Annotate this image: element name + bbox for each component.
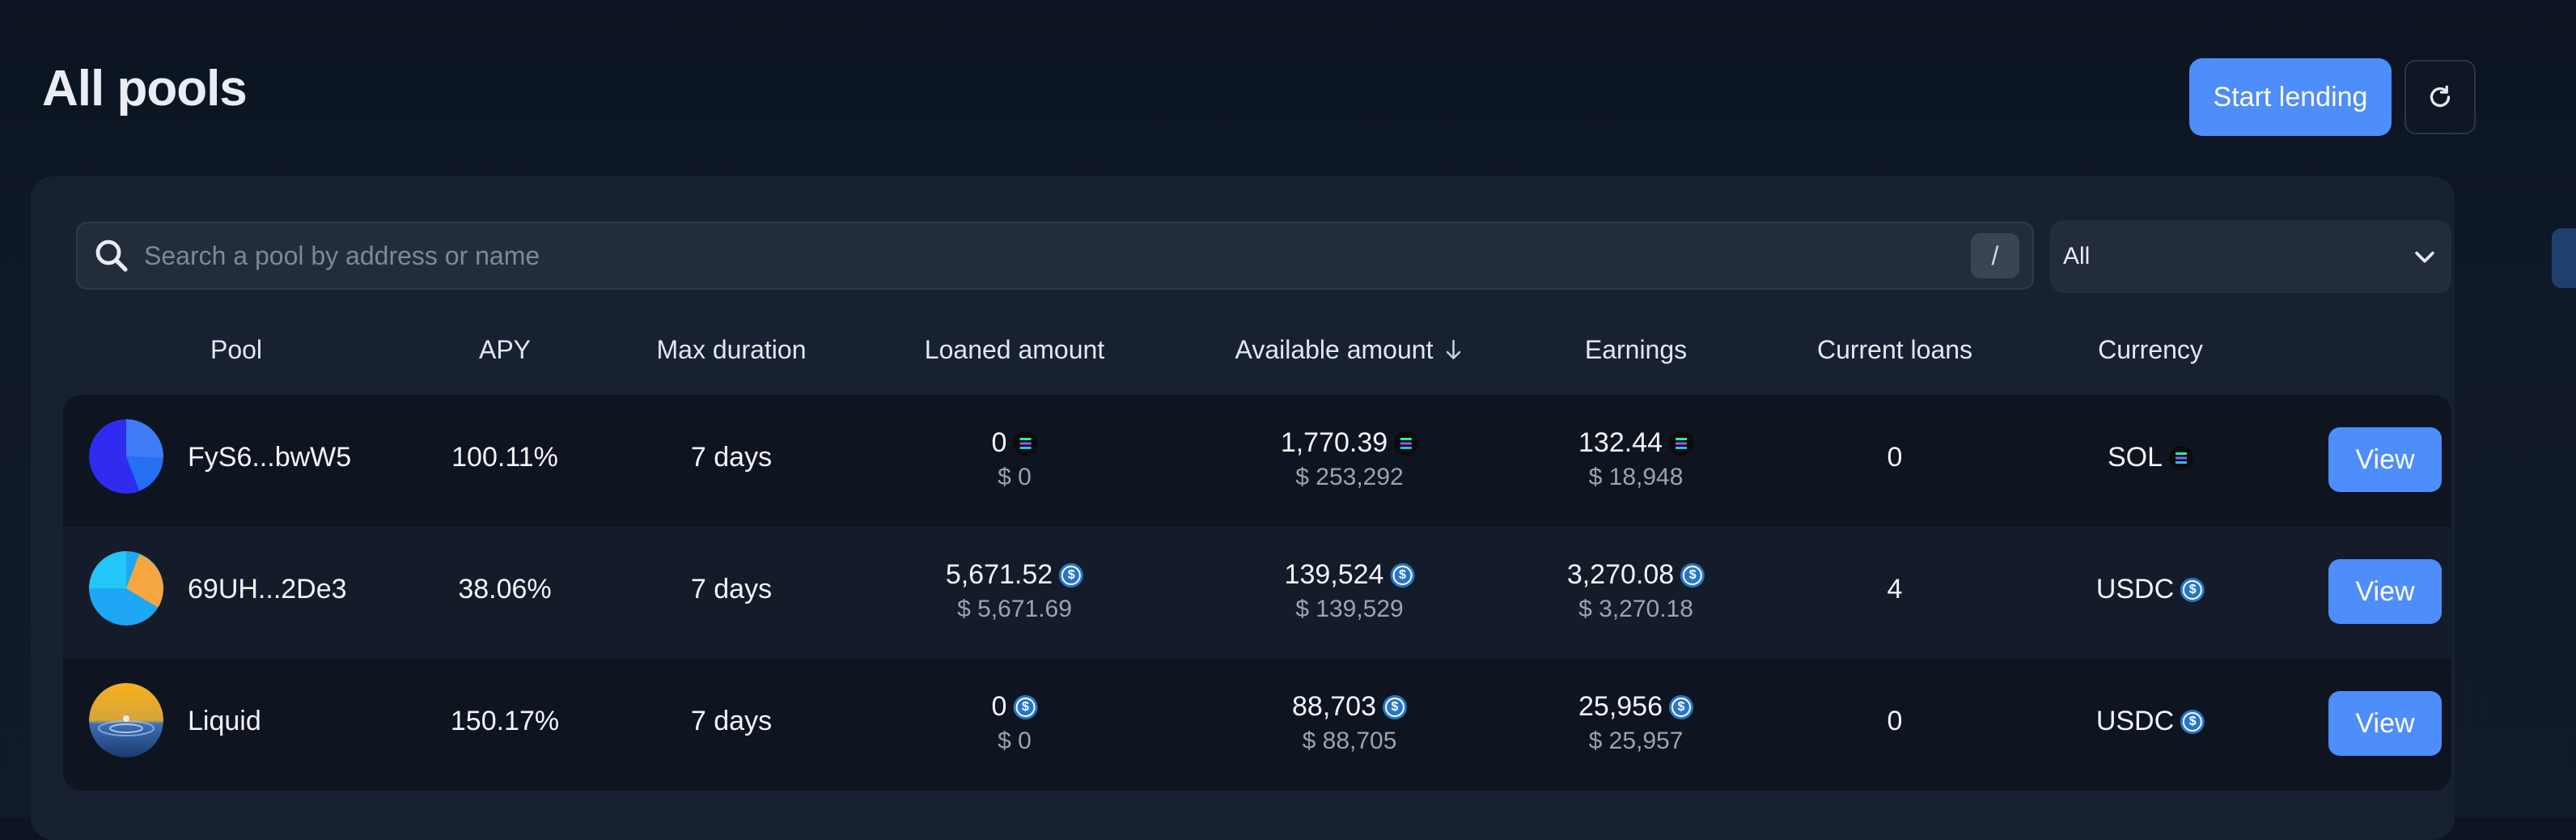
- pools-panel: / All Pool APY Max duration Loaned amoun…: [31, 176, 2455, 840]
- loaned-amount-usd: $ 0: [998, 728, 1032, 754]
- usdc-icon: [1669, 694, 1693, 719]
- refresh-icon: [2430, 85, 2451, 108]
- column-header-earnings: Earnings: [1584, 335, 1688, 364]
- search-shortcut-badge: /: [1971, 233, 2019, 278]
- pool-apy: 38.06%: [458, 574, 552, 605]
- sol-icon: [1669, 431, 1693, 456]
- page-title: All pools: [42, 61, 248, 117]
- current-loans-count: 0: [1887, 706, 1903, 736]
- available-amount: 1,770.39: [1280, 427, 1388, 458]
- earnings-amount: 25,956: [1578, 691, 1663, 722]
- table-row[interactable]: FyS6...bwW5 100.11% 7 days 0 $ 0 1,770.3…: [63, 395, 2451, 527]
- earnings-usd: $ 18,948: [1588, 464, 1684, 490]
- usdc-icon: [1013, 694, 1038, 719]
- pools-table-body: FyS6...bwW5 100.11% 7 days 0 $ 0 1,770.3…: [63, 395, 2451, 791]
- pool-avatar: [89, 419, 163, 494]
- view-pool-button[interactable]: View: [2328, 427, 2442, 492]
- pool-max-duration: 7 days: [690, 442, 773, 473]
- pool-avatar: [89, 551, 163, 626]
- current-loans-count: 0: [1887, 442, 1903, 473]
- earnings-amount: 132.44: [1578, 427, 1663, 458]
- available-amount-usd: $ 88,705: [1302, 728, 1397, 754]
- pool-name: Liquid: [188, 706, 261, 736]
- earnings-cell: 25,956 $ 25,957: [1578, 691, 1693, 755]
- currency-cell: SOL: [2107, 442, 2194, 473]
- sol-icon: [2169, 445, 2194, 470]
- available-amount-cell: 88,703 $ 88,705: [1292, 691, 1407, 755]
- usdc-icon: [2180, 577, 2205, 602]
- pool-max-duration: 7 days: [690, 706, 773, 736]
- table-row[interactable]: 69UH...2De3 38.06% 7 days 5,671.52 $ 5,6…: [63, 527, 2451, 659]
- available-amount: 88,703: [1292, 691, 1376, 722]
- currency-filter-select[interactable]: All: [2050, 220, 2451, 293]
- usdc-icon: [1059, 562, 1084, 588]
- currency-label: SOL: [2107, 442, 2163, 473]
- sol-icon: [1013, 431, 1038, 456]
- usdc-icon: [1383, 694, 1407, 719]
- loaned-amount-usd: $ 5,671.69: [957, 596, 1072, 622]
- chevron-down-icon: [2415, 251, 2434, 263]
- column-header-loaned-amount: Loaned amount: [924, 335, 1105, 364]
- earnings-amount: 3,270.08: [1566, 559, 1675, 590]
- pool-avatar: [89, 683, 163, 757]
- pool-name: FyS6...bwW5: [188, 442, 352, 473]
- available-amount-usd: $ 253,292: [1295, 464, 1404, 490]
- usdc-icon: [1390, 562, 1415, 588]
- earnings-usd: $ 25,957: [1588, 728, 1684, 754]
- currency-cell: USDC: [2096, 706, 2205, 737]
- column-header-available-amount[interactable]: Available amount: [1235, 335, 1464, 365]
- currency-label: USDC: [2095, 574, 2175, 605]
- available-amount-cell: 139,524 $ 139,529: [1285, 559, 1415, 623]
- column-header-max-duration: Max duration: [656, 335, 807, 364]
- loaned-amount-usd: $ 0: [998, 464, 1032, 490]
- loaned-amount-cell: 5,671.52 $ 5,671.69: [945, 559, 1084, 623]
- refresh-button[interactable]: [2404, 60, 2476, 134]
- usdc-icon: [2180, 709, 2205, 734]
- available-amount-cell: 1,770.39 $ 253,292: [1280, 427, 1419, 491]
- current-loans-count: 4: [1887, 574, 1903, 605]
- pool-max-duration: 7 days: [690, 574, 773, 605]
- earnings-cell: 3,270.08 $ 3,270.18: [1567, 559, 1705, 623]
- usdc-icon: [1680, 562, 1705, 588]
- loaned-amount-cell: 0 $ 0: [992, 691, 1038, 755]
- side-panel-edge[interactable]: [2552, 228, 2576, 288]
- column-header-apy: APY: [478, 335, 532, 364]
- pool-apy: 150.17%: [450, 706, 560, 736]
- loaned-amount: 5,671.52: [945, 559, 1053, 590]
- column-header-available-label: Available amount: [1235, 335, 1434, 364]
- available-amount: 139,524: [1284, 559, 1384, 590]
- sol-icon: [1394, 431, 1419, 456]
- search-bar: /: [76, 222, 2034, 290]
- column-header-pool: Pool: [210, 335, 263, 364]
- loaned-amount-cell: 0 $ 0: [992, 427, 1038, 491]
- column-header-current-loans: Current loans: [1816, 335, 1973, 364]
- start-lending-button[interactable]: Start lending: [2189, 58, 2392, 136]
- table-row[interactable]: Liquid 150.17% 7 days 0 $ 0 88,703 $ 88,…: [63, 659, 2451, 791]
- earnings-usd: $ 3,270.18: [1578, 596, 1693, 622]
- filter-selected-value: All: [2063, 243, 2091, 269]
- pool-name: 69UH...2De3: [188, 574, 347, 605]
- loaned-amount: 0: [991, 427, 1007, 458]
- available-amount-usd: $ 139,529: [1295, 596, 1404, 622]
- currency-cell: USDC: [2096, 574, 2205, 605]
- sort-arrow-down-icon: [1446, 339, 1461, 359]
- column-header-currency: Currency: [2098, 335, 2203, 364]
- pool-apy: 100.11%: [451, 442, 558, 473]
- view-pool-button[interactable]: View: [2328, 691, 2442, 756]
- view-pool-button[interactable]: View: [2328, 559, 2442, 624]
- currency-label: USDC: [2095, 706, 2175, 736]
- search-icon: [95, 240, 128, 272]
- table-header: Pool APY Max duration Loaned amount Avai…: [31, 335, 2455, 375]
- search-input[interactable]: [142, 240, 1971, 272]
- earnings-cell: 132.44 $ 18,948: [1578, 427, 1693, 491]
- loaned-amount: 0: [991, 691, 1007, 722]
